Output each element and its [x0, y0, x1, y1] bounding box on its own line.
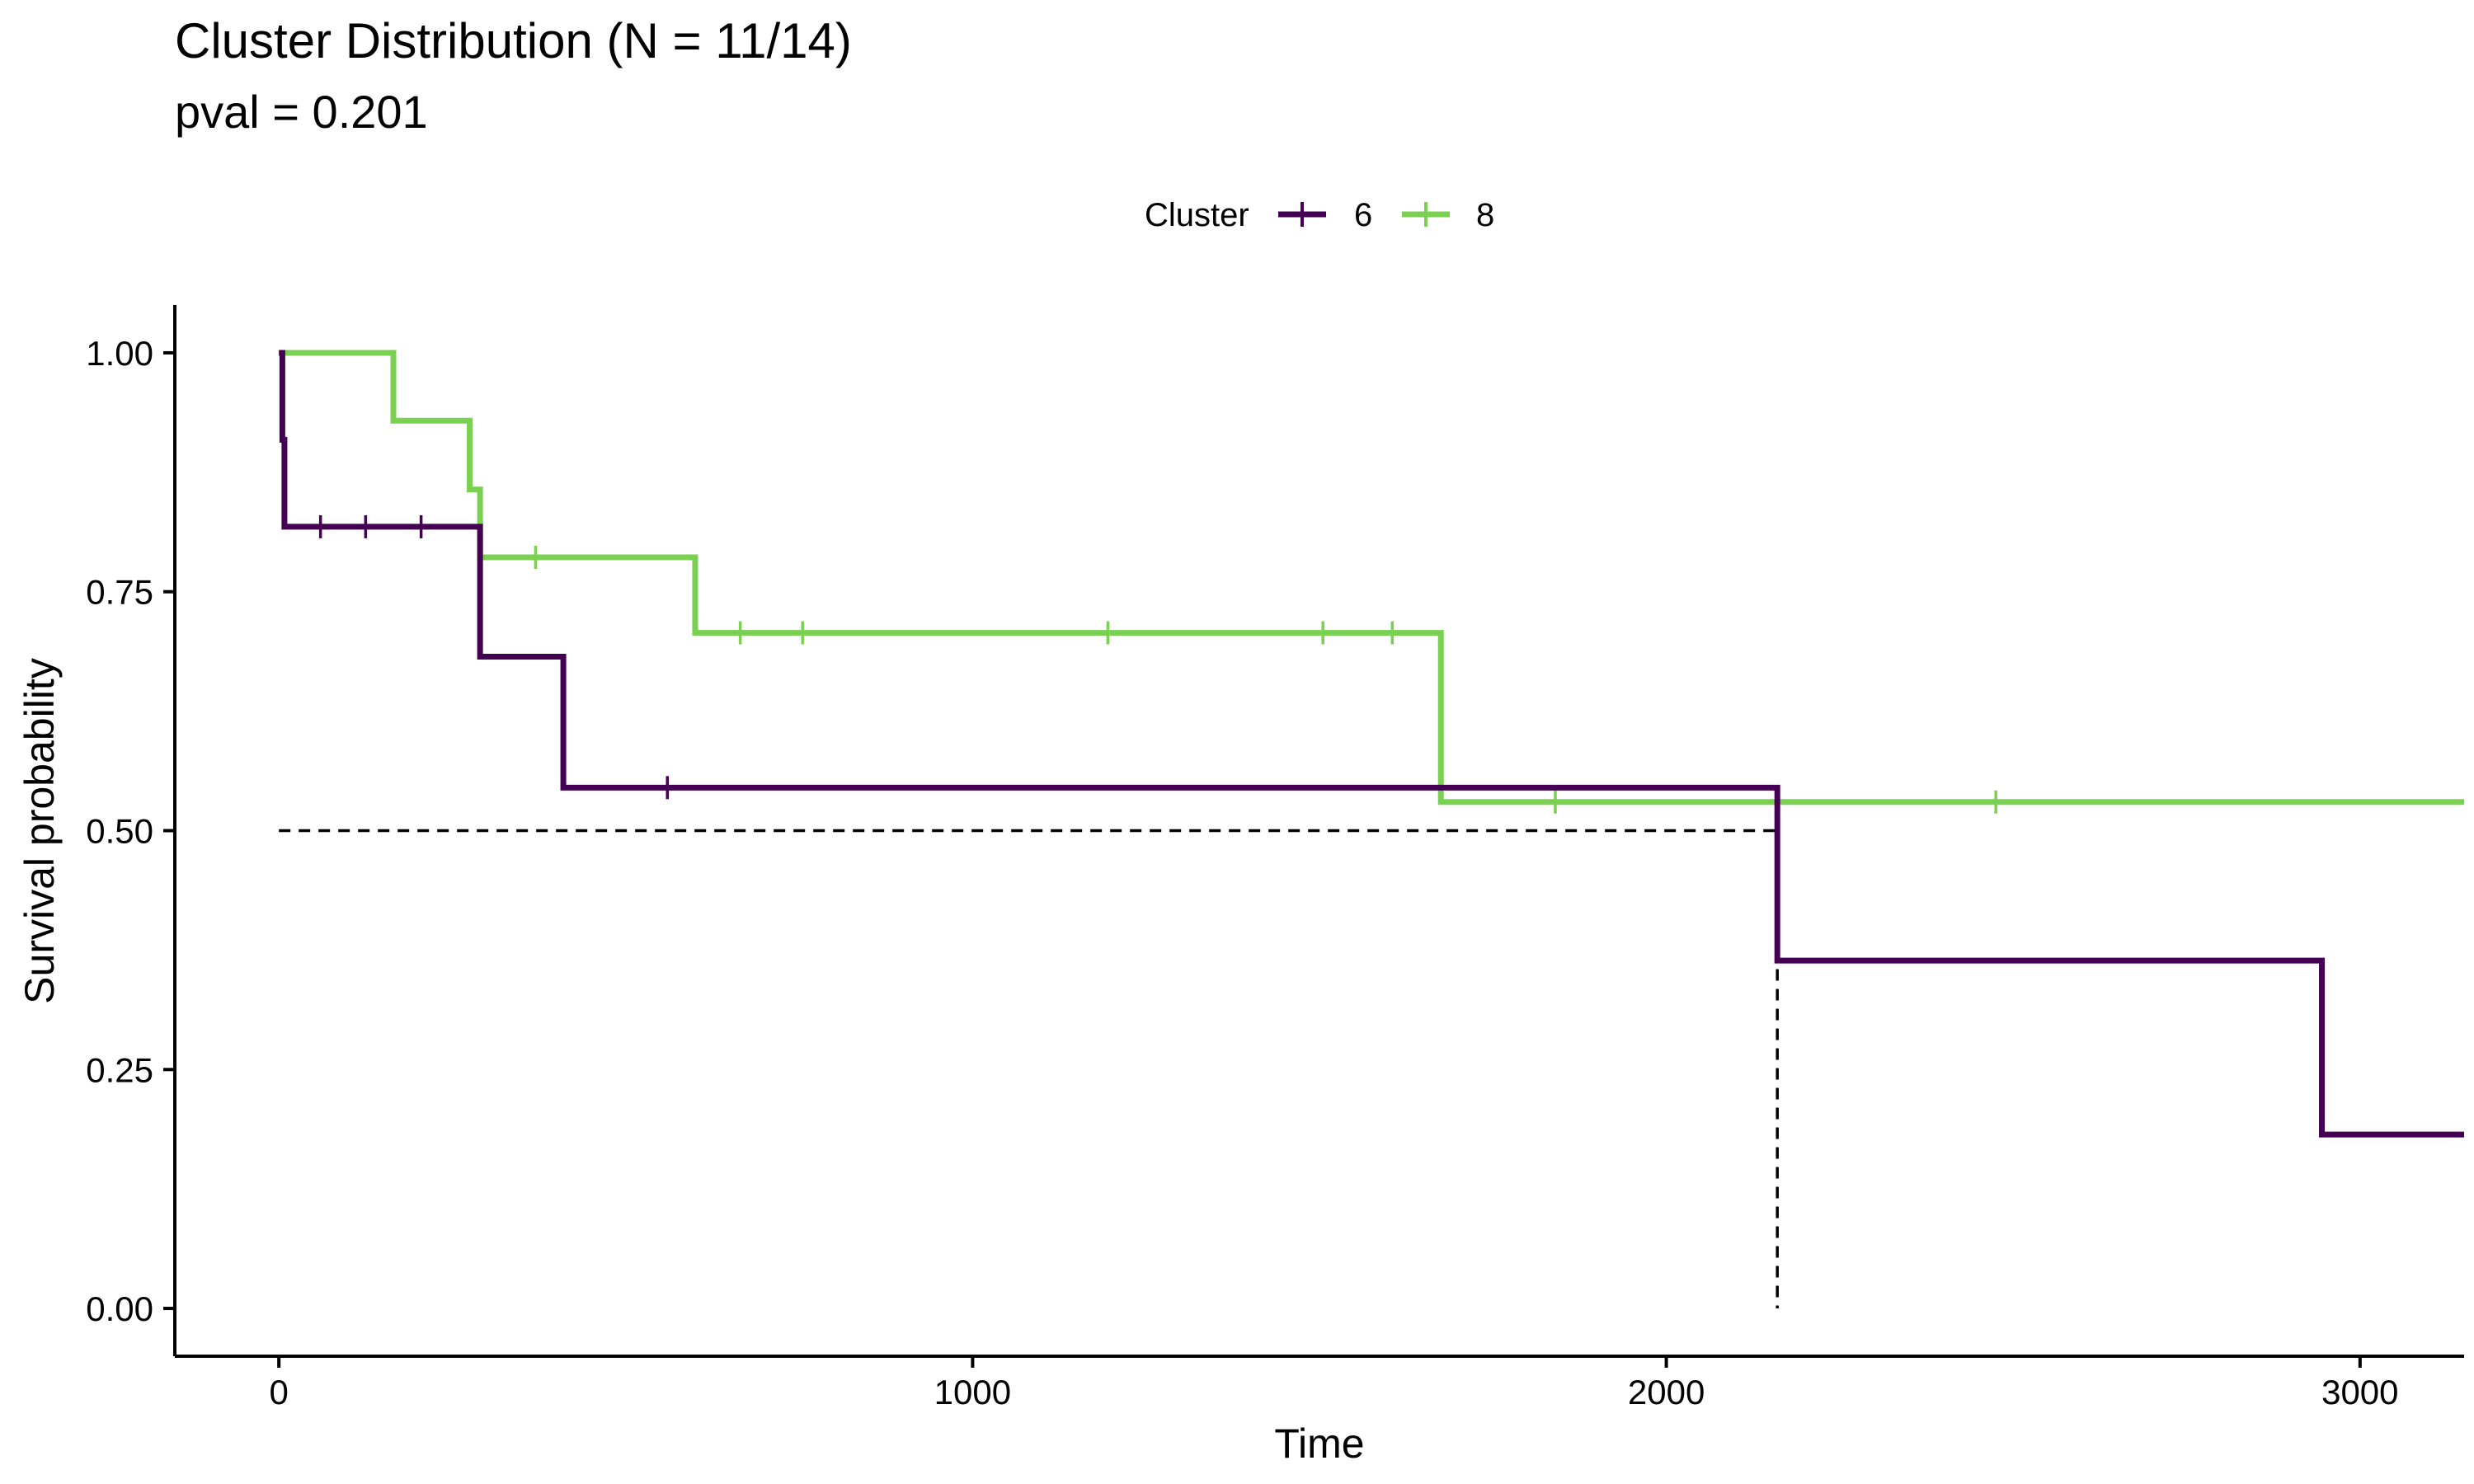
y-tick-label: 0.50 [86, 812, 153, 851]
x-tick-label: 3000 [2321, 1373, 2398, 1411]
survival-curve-cluster-6 [279, 350, 2464, 1138]
x-axis-title: Time [1274, 1421, 1364, 1467]
x-ticks: 0 1000 2000 3000 [270, 1356, 2399, 1411]
x-tick-label: 0 [270, 1373, 289, 1411]
y-tick-label: 0.25 [86, 1050, 153, 1089]
x-tick-label: 1000 [934, 1373, 1011, 1411]
y-tick-label: 0.00 [86, 1289, 153, 1328]
legend: Cluster 6 8 [1145, 197, 1494, 233]
y-tick-label: 0.75 [86, 573, 153, 612]
chart-title: Cluster Distribution (N = 11/14) [175, 13, 852, 68]
x-tick-label: 2000 [1628, 1373, 1705, 1411]
plot-area [279, 350, 2464, 1309]
survival-curve-cluster-8 [279, 350, 2464, 805]
y-axis-title: Survival probability [16, 658, 63, 1004]
legend-label-6: 6 [1354, 197, 1372, 233]
y-tick-label: 1.00 [86, 334, 153, 373]
legend-label-8: 8 [1476, 197, 1494, 233]
y-ticks: 0.00 0.25 0.50 0.75 1.00 [86, 334, 175, 1328]
legend-title: Cluster [1145, 197, 1249, 233]
chart-subtitle: pval = 0.201 [175, 86, 428, 138]
